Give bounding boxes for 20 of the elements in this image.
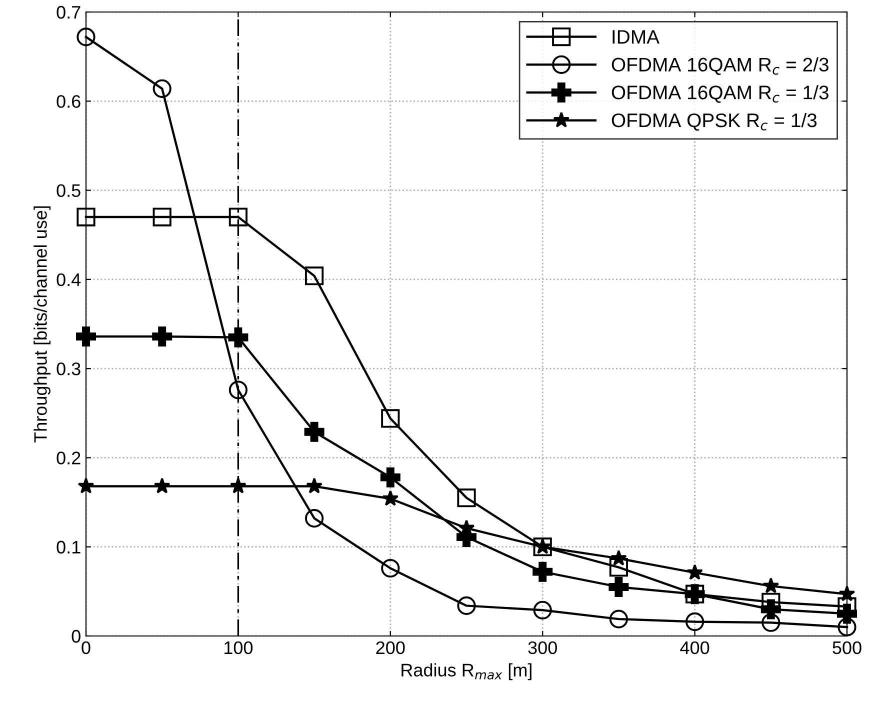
y-tick-label: 0.7 bbox=[56, 6, 80, 19]
x-tick-label: 100 bbox=[224, 641, 253, 654]
y-tick-label: 0 bbox=[72, 630, 80, 643]
y-tick-label: 0.4 bbox=[56, 273, 81, 286]
x-tick-label: 400 bbox=[680, 641, 710, 654]
x-tick-label: 0 bbox=[82, 641, 90, 654]
y-tick-label: 0.5 bbox=[56, 184, 80, 198]
y-tick-label: 0.2 bbox=[56, 452, 80, 464]
legend-label: IDMA bbox=[612, 30, 660, 44]
x-tick-label: 500 bbox=[832, 641, 862, 654]
legend-label: OFDMA 16QAM R$_{c}$ = 2/3 bbox=[612, 57, 828, 76]
x-tick-label: 300 bbox=[528, 641, 557, 654]
x-axis-title: Radius R$_{max}$ [m] bbox=[402, 663, 532, 680]
y-axis-title: Throughput [bits/channel use] bbox=[34, 206, 50, 443]
y-tick-label: 0.1 bbox=[56, 540, 80, 554]
legend-label: OFDMA QPSK R$_{c}$ = 1/3 bbox=[612, 112, 817, 131]
x-tick-label: 200 bbox=[376, 641, 405, 654]
y-tick-label: 0.3 bbox=[56, 362, 80, 376]
legend-label: OFDMA 16QAM R$_{c}$ = 1/3 bbox=[612, 85, 828, 103]
y-tick-label: 0.6 bbox=[56, 95, 80, 108]
